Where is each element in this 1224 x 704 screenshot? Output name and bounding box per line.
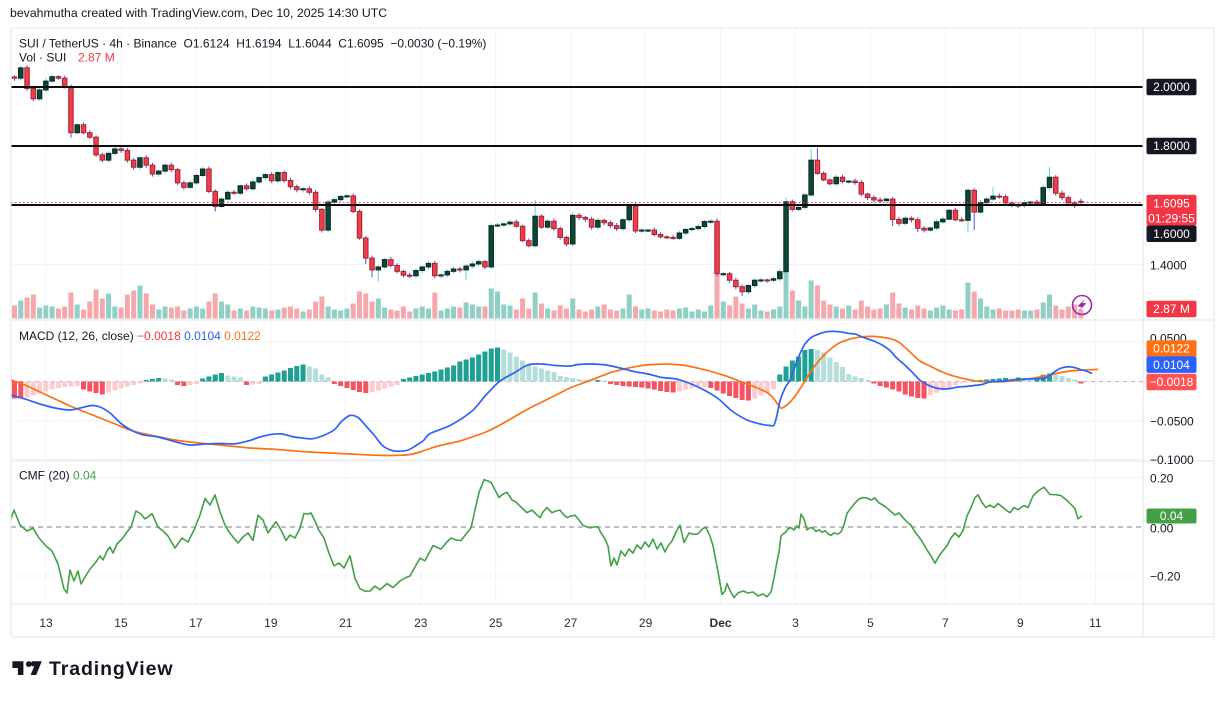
svg-text:0.04: 0.04 [1160,509,1184,523]
svg-text:9: 9 [1017,616,1024,630]
svg-text:15: 15 [114,616,128,630]
svg-text:−0.0018: −0.0018 [1150,375,1194,389]
svg-text:1.6000: 1.6000 [1153,227,1190,241]
svg-text:−0.0500: −0.0500 [1150,415,1194,429]
svg-text:0.0104: 0.0104 [1153,358,1190,372]
svg-text:01:29:55: 01:29:55 [1148,211,1195,225]
svg-text:Dec: Dec [710,616,732,630]
svg-text:2.87 M: 2.87 M [78,51,115,65]
svg-text:TradingView: TradingView [49,658,173,680]
svg-text:0.20: 0.20 [1150,472,1174,486]
svg-text:19: 19 [264,616,278,630]
svg-text:bevahmutha created with Tradin: bevahmutha created with TradingView.com,… [10,6,387,20]
svg-text:27: 27 [564,616,578,630]
svg-text:23: 23 [414,616,428,630]
svg-text:7: 7 [942,616,949,630]
svg-text:3: 3 [792,616,799,630]
svg-text:CMF (20) 0.04: CMF (20) 0.04 [19,469,97,483]
svg-text:MACD (12, 26, close) −0.0018 0: MACD (12, 26, close) −0.0018 0.0104 0.01… [19,329,261,343]
svg-text:−0.1000: −0.1000 [1150,453,1194,467]
svg-text:1.8000: 1.8000 [1153,139,1190,153]
svg-text:13: 13 [39,616,53,630]
svg-text:29: 29 [639,616,653,630]
svg-text:Vol · SUI: Vol · SUI [19,51,66,65]
svg-text:17: 17 [189,616,203,630]
svg-text:−0.20: −0.20 [1150,570,1181,584]
svg-text:21: 21 [339,616,353,630]
svg-text:2.87 M: 2.87 M [1153,302,1190,316]
svg-text:SUI / TetherUS · 4h · Binance: SUI / TetherUS · 4h · Binance O1.6124 H1… [19,37,486,51]
svg-text:25: 25 [489,616,503,630]
svg-text:5: 5 [867,616,874,630]
svg-text:1.4000: 1.4000 [1150,259,1187,273]
svg-text:2.0000: 2.0000 [1153,80,1190,94]
svg-text:11: 11 [1089,616,1102,630]
svg-text:0.00: 0.00 [1150,522,1174,536]
svg-text:0.0122: 0.0122 [1153,342,1190,356]
svg-text:1.6095: 1.6095 [1153,196,1190,210]
